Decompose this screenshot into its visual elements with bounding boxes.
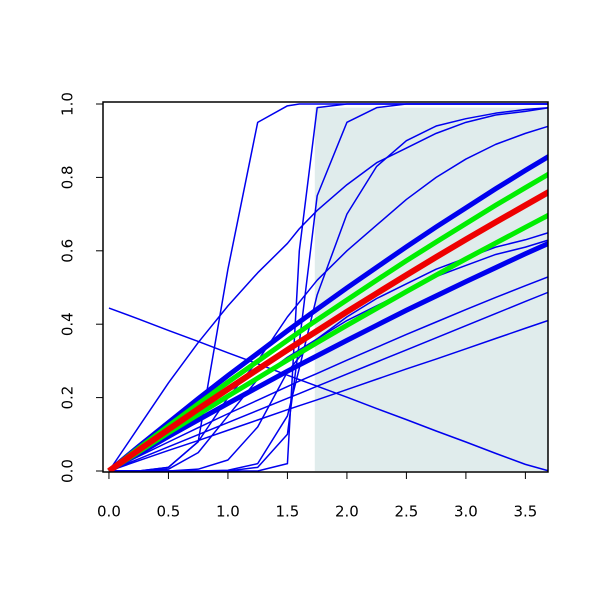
y-tick-label: 0.4 [59,312,77,336]
x-tick-label: 1.0 [216,503,240,521]
y-tick-label: 0.8 [59,165,77,189]
series-line [107,212,548,472]
y-tick-label: 0.6 [59,239,77,263]
series-line [107,153,548,472]
series-line [107,240,548,472]
series-line [108,107,548,472]
series-line [107,171,548,472]
x-tick-label: 0.5 [157,503,181,521]
series-line [108,319,548,472]
series-line [108,107,548,472]
shaded-region [314,107,548,472]
x-tick-label: 0.0 [97,503,121,521]
x-tick-label: 3.0 [454,503,478,521]
x-tick-label: 1.5 [275,503,299,521]
series-line [108,276,548,472]
series-line [107,189,548,472]
plot-frame [102,101,549,473]
x-tick-label: 2.0 [335,503,359,521]
series-line [108,125,548,472]
plot-area [107,103,548,472]
y-tick-label: 0.2 [59,386,77,410]
y-tick-label: 0.0 [59,459,77,483]
x-tick-label: 2.5 [394,503,418,521]
y-tick-label: 1.0 [59,92,77,116]
x-tick-label: 3.5 [513,503,537,521]
series-line [108,291,548,472]
